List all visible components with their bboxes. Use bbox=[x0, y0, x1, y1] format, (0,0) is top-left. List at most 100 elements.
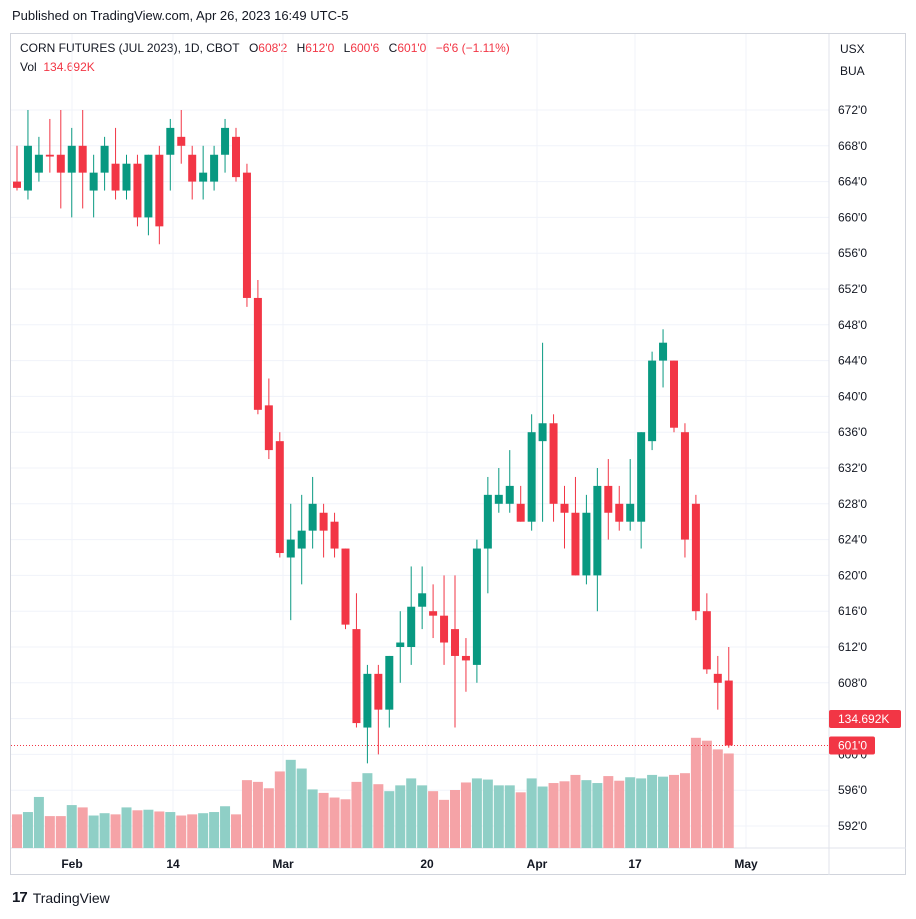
y-tick-label: 644'0 bbox=[838, 354, 867, 368]
x-tick-label: 17 bbox=[628, 857, 642, 871]
candle-body bbox=[615, 503, 624, 522]
volume-bar bbox=[690, 737, 701, 848]
candle-body bbox=[516, 503, 525, 522]
x-tick-label: Feb bbox=[61, 857, 82, 871]
volume-bar bbox=[274, 771, 285, 848]
candle-body bbox=[232, 136, 240, 178]
footer-brand[interactable]: 17 TradingView bbox=[12, 889, 110, 906]
volume-bar bbox=[154, 811, 165, 848]
candle-body bbox=[330, 521, 339, 549]
candle-body bbox=[34, 154, 43, 173]
volume-bar bbox=[548, 783, 559, 848]
volume-bar bbox=[526, 778, 537, 848]
tradingview-logo-icon: 17 bbox=[12, 889, 28, 906]
last-price-badge bbox=[829, 736, 875, 755]
volume-bar bbox=[296, 768, 307, 848]
currency-unit[interactable]: USX BUA bbox=[840, 38, 865, 82]
volume-bar bbox=[515, 792, 526, 848]
candle-body bbox=[680, 432, 689, 540]
candle-body bbox=[724, 680, 733, 746]
volume-bar bbox=[263, 788, 274, 848]
chart-frame bbox=[10, 33, 906, 875]
volume-bar bbox=[504, 785, 515, 848]
volume-bar bbox=[712, 749, 723, 848]
candle-body bbox=[78, 145, 87, 173]
volume-bar bbox=[679, 773, 690, 848]
y-tick-label: 668'0 bbox=[838, 139, 867, 153]
candle-body bbox=[188, 154, 197, 182]
legend-open-value: 608'2 bbox=[258, 41, 288, 55]
volume-bar bbox=[329, 797, 340, 848]
candle-body bbox=[67, 145, 76, 173]
legend-high-value: 612'0 bbox=[305, 41, 335, 55]
volume-bar bbox=[110, 814, 121, 848]
volume-bar bbox=[12, 814, 22, 848]
candle-body bbox=[483, 494, 492, 549]
candle-body bbox=[429, 611, 438, 616]
candle-body bbox=[713, 673, 722, 683]
volume-bar bbox=[22, 812, 33, 848]
volume-bar bbox=[66, 805, 77, 848]
x-tick-label: 14 bbox=[166, 857, 180, 871]
candle-body bbox=[560, 503, 569, 513]
volume-bar bbox=[33, 796, 44, 848]
candle-body bbox=[166, 127, 175, 155]
volume-bar bbox=[351, 781, 362, 848]
candle-body bbox=[133, 163, 142, 218]
volume-bar bbox=[417, 785, 428, 848]
volume-bar bbox=[384, 791, 395, 848]
legend-close-label: C bbox=[388, 41, 398, 55]
volume-bar bbox=[340, 799, 351, 848]
volume-bar bbox=[132, 810, 143, 848]
candle-body bbox=[13, 181, 21, 188]
volume-bar bbox=[428, 791, 439, 848]
candle-body bbox=[626, 503, 635, 522]
volume-bar bbox=[143, 809, 154, 848]
candle-body bbox=[538, 423, 547, 442]
volume-bar bbox=[460, 782, 471, 848]
candle-body bbox=[670, 360, 678, 428]
volume-bar bbox=[395, 785, 406, 848]
volume-bar bbox=[559, 781, 570, 848]
candle-body bbox=[111, 163, 120, 191]
volume-badge-text: 134.692K bbox=[838, 712, 889, 726]
volume-bar bbox=[493, 785, 504, 848]
volume-bar bbox=[209, 812, 220, 848]
legend-volume-value: 134.692K bbox=[43, 60, 95, 74]
candle-body bbox=[155, 154, 164, 227]
volume-bar bbox=[669, 774, 679, 848]
footer-brand-text: TradingView bbox=[32, 889, 110, 906]
candle-body bbox=[702, 611, 711, 670]
candle-body bbox=[275, 441, 284, 554]
volume-bar bbox=[482, 779, 493, 848]
candle-body bbox=[89, 172, 98, 191]
y-tick-label: 648'0 bbox=[838, 318, 867, 332]
candle-body bbox=[308, 503, 317, 531]
volume-bar bbox=[658, 776, 669, 848]
volume-bar bbox=[471, 778, 482, 848]
candle-body bbox=[319, 512, 328, 531]
y-tick-label: 664'0 bbox=[838, 175, 867, 189]
legend-low-value: 600'6 bbox=[350, 41, 380, 55]
volume-bar bbox=[450, 790, 460, 848]
legend-symbol[interactable]: CORN FUTURES (JUL 2023), 1D, CBOT bbox=[20, 41, 240, 55]
volume-bar bbox=[723, 753, 734, 848]
candle-body bbox=[604, 485, 613, 513]
candle-body bbox=[440, 615, 449, 643]
candle-body bbox=[363, 673, 372, 728]
candle-body bbox=[549, 423, 558, 504]
candle-body bbox=[45, 154, 54, 157]
y-tick-label: 656'0 bbox=[838, 246, 867, 260]
candle-body bbox=[56, 154, 65, 173]
volume-bar bbox=[603, 776, 614, 848]
chart-legend: CORN FUTURES (JUL 2023), 1D, CBOT O608'2… bbox=[20, 39, 510, 77]
candle-body bbox=[385, 655, 394, 710]
legend-open-label: O bbox=[248, 41, 259, 55]
volume-bar bbox=[362, 773, 373, 848]
y-tick-label: 624'0 bbox=[838, 533, 867, 547]
volume-bar bbox=[220, 806, 231, 848]
candle-body bbox=[648, 360, 657, 442]
y-tick-label: 596'0 bbox=[838, 783, 867, 797]
volume-bar bbox=[570, 774, 581, 848]
